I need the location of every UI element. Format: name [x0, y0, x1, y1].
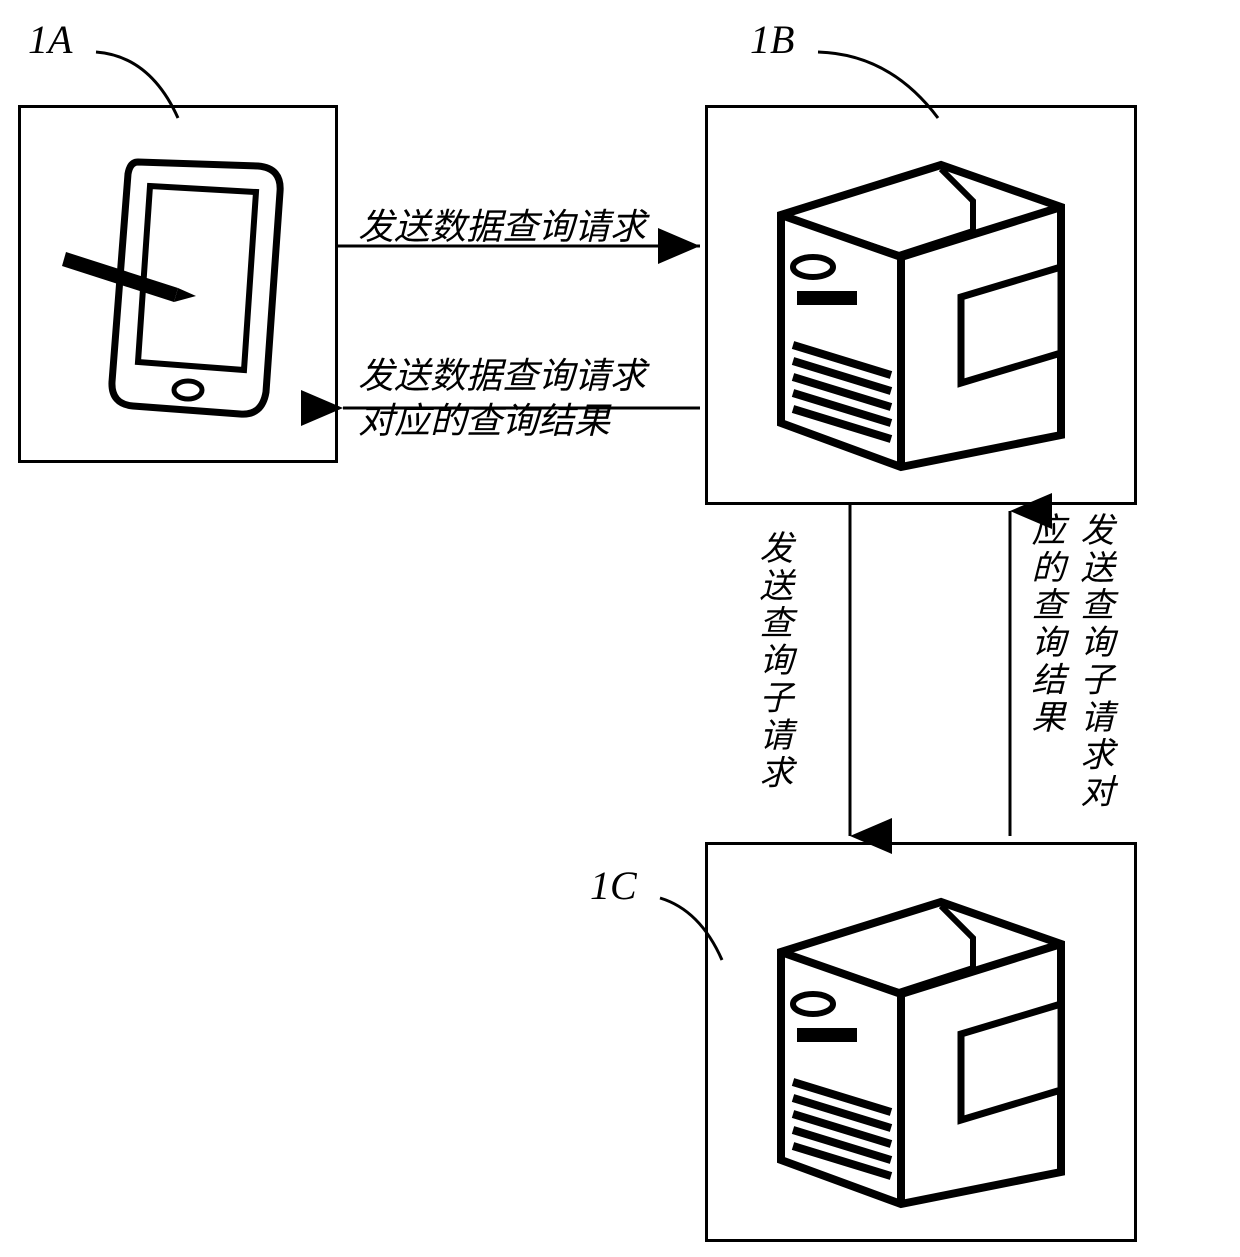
diagram-canvas: 1A 1B	[0, 0, 1240, 1257]
node-1c-label: 1C	[590, 862, 637, 909]
tablet-icon	[21, 108, 335, 460]
node-1a-label: 1A	[28, 16, 72, 63]
arrow-c-to-b-label: 发送查询子请求对应的查询结果	[1038, 512, 1118, 842]
node-1a	[18, 105, 338, 463]
server-icon	[708, 845, 1134, 1239]
node-1b	[705, 105, 1137, 505]
arrow-b-to-a-label-line2: 对应的查询结果	[358, 399, 646, 444]
arrow-b-to-a-label-line1: 发送数据查询请求	[358, 354, 646, 399]
arrow-b-to-c-label: 发送查询子请求	[748, 530, 797, 830]
arrow-a-to-b-label: 发送数据查询请求	[358, 198, 646, 250]
node-1b-label: 1B	[750, 16, 794, 63]
node-1c	[705, 842, 1137, 1242]
server-icon	[708, 108, 1134, 502]
arrow-b-to-a-label: 发送数据查询请求 对应的查询结果	[358, 354, 646, 444]
